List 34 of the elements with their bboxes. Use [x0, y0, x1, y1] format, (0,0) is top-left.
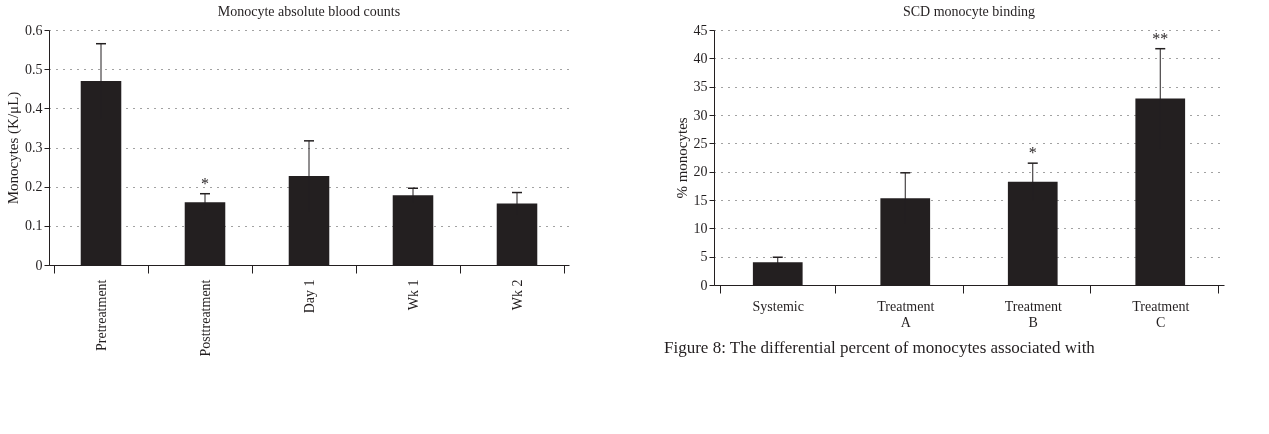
y-axis-title: Monocytes (K/μL) — [5, 91, 22, 205]
x-tick-label: Treatment C — [1132, 298, 1190, 330]
y-tick-label: 15 — [693, 192, 708, 208]
chart-title: SCD monocyte binding — [902, 4, 1036, 19]
x-tick-label: Pretreatment — [93, 279, 109, 352]
x-tick-label: Wk 1 — [405, 279, 421, 311]
annotation: * — [201, 174, 209, 192]
y-tick-label: 45 — [693, 22, 708, 38]
y-axis-title: % monocytes — [673, 117, 690, 199]
y-tick-label: 0 — [35, 257, 43, 273]
x-tick-label: Systemic — [752, 298, 804, 314]
annotation: * — [1028, 144, 1037, 162]
x-tick-label: Posttreatment — [197, 279, 213, 357]
y-tick-label: 5 — [700, 249, 708, 265]
y-tick-label: 10 — [693, 220, 708, 236]
x-tick-label: Treatment B — [1004, 298, 1062, 330]
caption: Figure 8: The differential percent of monocytes associated with — [664, 338, 1096, 357]
y-tick-label: 40 — [693, 50, 708, 66]
y-tick-label: 0.2 — [25, 179, 43, 195]
y-tick-label: 0.5 — [25, 61, 43, 77]
y-tick-label: 0.4 — [25, 100, 43, 116]
y-tick-label: 0.6 — [25, 22, 43, 38]
y-tick-label: 0.3 — [25, 140, 43, 155]
y-tick-label: 0.1 — [25, 218, 43, 234]
x-tick-label: Wk 2 — [509, 279, 525, 311]
x-tick-label: Day 1 — [301, 279, 317, 314]
y-tick-label: 30 — [693, 107, 708, 123]
y-tick-label: 0 — [700, 277, 708, 293]
y-tick-label: 35 — [693, 79, 708, 95]
annotation: ** — [1152, 29, 1169, 47]
y-tick-label: 20 — [693, 164, 708, 180]
x-tick-label: Treatment A — [877, 298, 935, 330]
y-tick-label: 25 — [693, 135, 708, 151]
chart-title: Monocyte absolute blood counts — [217, 4, 401, 19]
